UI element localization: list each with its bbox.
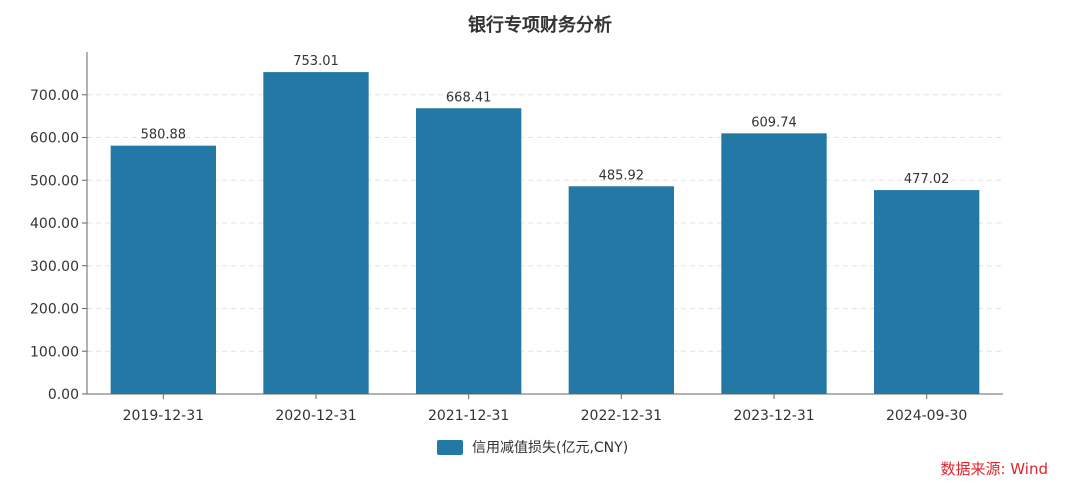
data-label: 580.88 <box>141 128 187 143</box>
legend-swatch <box>437 440 463 455</box>
data-label: 477.02 <box>904 172 950 187</box>
data-label: 609.74 <box>751 115 797 130</box>
chart-title: 银行专项财务分析 <box>468 14 612 36</box>
data-labels: 580.88 753.01 668.41 485.92 609.74 477.02 <box>141 54 950 187</box>
legend[interactable]: 信用减值损失(亿元,CNY) <box>437 440 628 456</box>
y-tick-label: 0.00 <box>48 387 79 403</box>
y-tick-labels: 0.00 100.00 200.00 300.00 400.00 500.00 600.00… <box>30 88 79 403</box>
bar[interactable] <box>415 108 522 394</box>
y-tick-label: 500.00 <box>30 173 79 189</box>
x-tick-label: 2021-12-31 <box>428 408 509 424</box>
bar[interactable] <box>263 72 369 394</box>
data-label: 753.01 <box>293 54 339 69</box>
gridlines <box>87 94 1003 352</box>
y-tick-label: 400.00 <box>30 216 79 232</box>
y-tick-label: 200.00 <box>30 302 79 318</box>
x-tick-label: 2024-09-30 <box>886 408 967 424</box>
bar[interactable] <box>110 145 217 394</box>
x-tick-label: 2022-12-31 <box>581 408 662 424</box>
data-source-note: 数据来源: Wind <box>940 460 1048 478</box>
y-tick-label: 600.00 <box>30 131 79 147</box>
y-tick-label: 700.00 <box>30 88 79 104</box>
x-tick-label: 2020-12-31 <box>275 408 356 424</box>
legend-label: 信用减值损失(亿元,CNY) <box>472 440 628 456</box>
bars <box>110 72 980 394</box>
y-tick-label: 300.00 <box>30 259 79 275</box>
data-label: 668.41 <box>446 90 492 105</box>
x-tick-label: 2023-12-31 <box>733 408 814 424</box>
bar[interactable] <box>568 186 675 394</box>
bar[interactable] <box>873 190 980 394</box>
data-label: 485.92 <box>599 168 645 183</box>
x-tick-label: 2019-12-31 <box>123 408 204 424</box>
axes <box>82 52 1003 399</box>
x-tick-labels: 2019-12-31 2020-12-31 2021-12-31 2022-12-31… <box>123 408 968 424</box>
y-tick-label: 100.00 <box>30 344 79 360</box>
bar[interactable] <box>721 133 827 394</box>
